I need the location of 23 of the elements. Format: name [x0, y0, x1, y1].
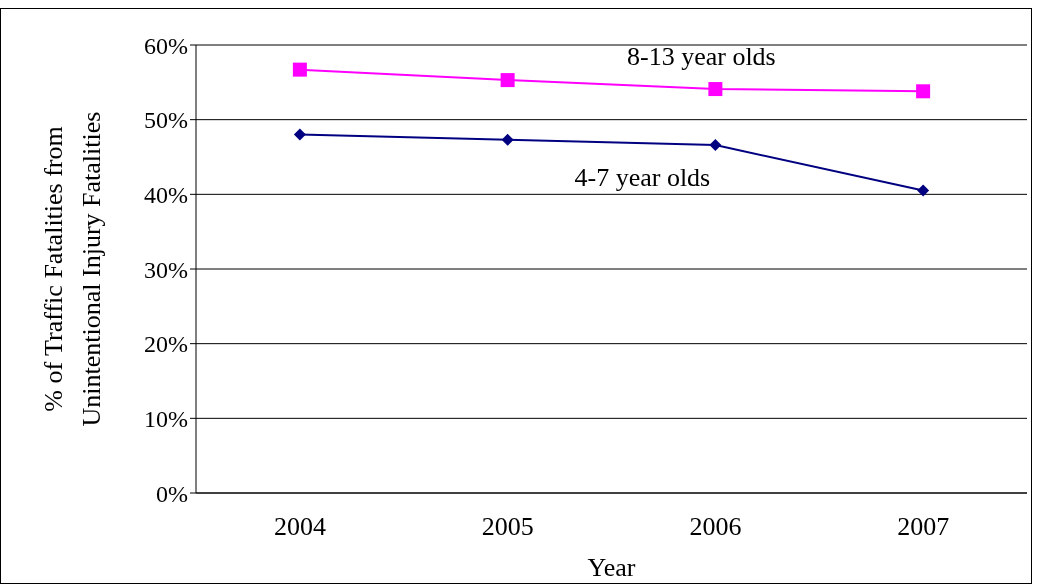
point — [293, 128, 306, 141]
y-tick-label: 20% — [144, 331, 188, 358]
y-tick-label: 30% — [144, 256, 188, 283]
x-tick-label: 2007 — [897, 512, 950, 542]
y-tick-label: 0% — [156, 480, 188, 507]
point — [917, 184, 930, 197]
series-label: 4-7 year olds — [574, 163, 711, 193]
x-tick-label: 2005 — [481, 512, 534, 542]
point — [501, 133, 514, 146]
y-axis-title: % of Traffic Fatalities from Unintentional Injury Fatalities — [39, 111, 106, 427]
x-tick-label: 2004 — [273, 512, 326, 542]
y-tick-label: 50% — [144, 107, 188, 134]
y-tick-label: 40% — [144, 181, 188, 208]
x-axis-title: Year — [587, 553, 636, 582]
point — [500, 73, 515, 88]
y-tick-label: 60% — [144, 32, 188, 59]
point — [292, 62, 307, 77]
point — [709, 139, 722, 152]
x-tick-label: 2006 — [689, 512, 742, 542]
point — [708, 82, 723, 97]
y-tick-label: 10% — [144, 405, 188, 432]
point — [916, 84, 931, 99]
series-label: 8-13 year olds — [627, 42, 776, 72]
